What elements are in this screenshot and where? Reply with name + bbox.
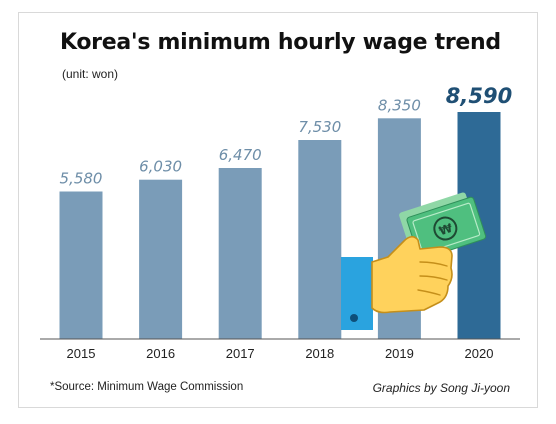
- x-tick-label-2017: 2017: [226, 346, 255, 361]
- bar-2017: [218, 168, 262, 339]
- x-tick-label-2016: 2016: [146, 346, 175, 361]
- bar-2016: [139, 179, 183, 339]
- money-icon: ₩: [399, 192, 487, 260]
- x-tick-label-2015: 2015: [67, 346, 96, 361]
- x-tick-label-2020: 2020: [465, 346, 494, 361]
- value-label-2017: 6,470: [219, 146, 262, 164]
- unit-note: (unit: won): [62, 67, 119, 81]
- value-label-2019: 8,350: [378, 96, 421, 114]
- bar-2018: [298, 140, 342, 339]
- value-label-2020: 8,590: [446, 84, 512, 108]
- chart-title: Korea's minimum hourly wage trend: [60, 30, 501, 55]
- hand-icon: [371, 235, 453, 314]
- hand-holding-money-illustration: ₩: [341, 192, 487, 330]
- sleeve-button: [350, 314, 358, 322]
- value-label-2018: 7,530: [298, 118, 341, 136]
- value-label-2016: 6,030: [139, 158, 182, 176]
- x-tick-label-2019: 2019: [385, 346, 414, 361]
- x-tick-label-2018: 2018: [305, 346, 334, 361]
- credit-note: Graphics by Song Ji-yoon: [372, 381, 510, 395]
- won-symbol: ₩: [437, 221, 455, 239]
- source-note: *Source: Minimum Wage Commission: [50, 381, 244, 393]
- bar-2015: [59, 191, 103, 339]
- value-label-2015: 5,580: [60, 170, 103, 188]
